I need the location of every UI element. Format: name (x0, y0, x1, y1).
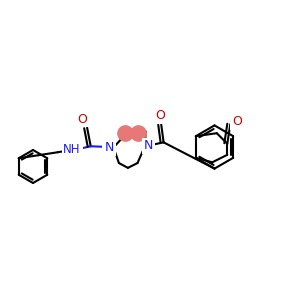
Text: N: N (103, 141, 113, 154)
Text: NH: NH (63, 143, 81, 156)
Text: O: O (155, 110, 165, 122)
Text: N: N (144, 140, 153, 152)
Text: O: O (77, 113, 87, 126)
Text: O: O (232, 115, 242, 128)
Text: N: N (105, 141, 115, 154)
